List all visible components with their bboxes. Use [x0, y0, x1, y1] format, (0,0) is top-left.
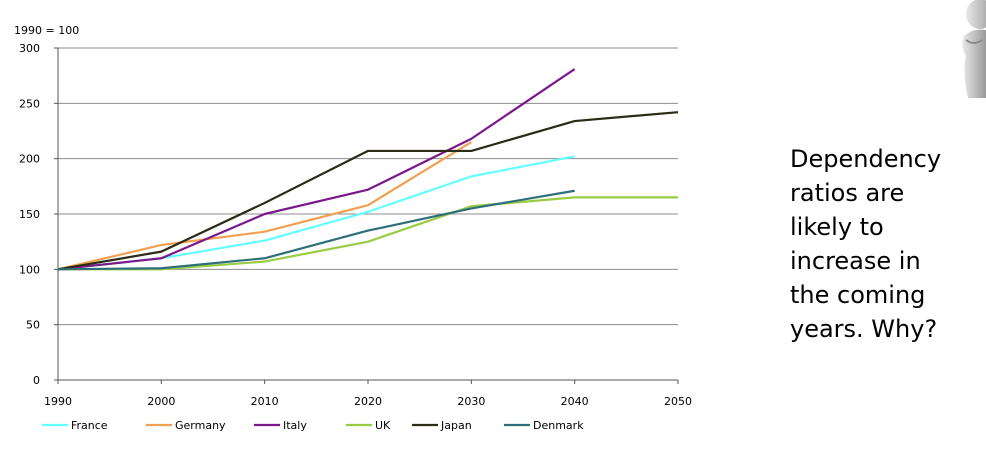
side-text-line-4: increase in — [790, 247, 921, 275]
side-text-line-2: ratios are — [790, 179, 905, 207]
legend-label-italy: Italy — [283, 419, 307, 432]
series-line-uk — [58, 196, 678, 271]
index-label: 1990 = 100 — [14, 24, 79, 37]
side-text-line-5: the coming — [790, 281, 926, 309]
y-tick-label-250: 250 — [19, 97, 40, 110]
x-tick-label-2030: 2030 — [457, 395, 485, 408]
x-tick-labels: 1990 2000 2010 2020 2030 2040 2050 — [44, 395, 692, 408]
legend-label-uk: UK — [375, 419, 391, 432]
legend-label-france: France — [71, 419, 108, 432]
side-text-line-6: years. Why? — [790, 315, 938, 343]
x-tick-label-2020: 2020 — [354, 395, 382, 408]
y-tick-label-100: 100 — [19, 263, 40, 276]
x-tick-label-2010: 2010 — [251, 395, 279, 408]
y-tick-labels: 0 50 100 150 200 250 300 — [19, 42, 40, 387]
x-tick-label-2040: 2040 — [561, 395, 589, 408]
grid-lines — [58, 47, 678, 326]
series-lines — [57, 68, 679, 271]
x-tick-label-1990: 1990 — [44, 395, 72, 408]
y-tick-label-300: 300 — [19, 42, 40, 55]
y-tick-label-0: 0 — [33, 374, 40, 387]
x-tick-label-2000: 2000 — [147, 395, 175, 408]
x-tick-label-2050: 2050 — [664, 395, 692, 408]
series-line-germany — [57, 141, 472, 271]
legend-label-denmark: Denmark — [533, 419, 584, 432]
legend-label-japan: Japan — [440, 419, 472, 432]
y-tick-label-50: 50 — [26, 319, 40, 332]
series-line-italy — [57, 68, 576, 271]
side-text-line-1: Dependency — [790, 145, 942, 173]
line-chart: 1990 = 100 0 50 100 150 200 250 300 1990 2000 20… — [14, 24, 692, 432]
side-text-line-3: likely to — [790, 213, 884, 241]
thinking-figure-image — [962, 0, 986, 98]
side-text: Dependency ratios are likely to increase… — [790, 142, 980, 346]
series-line-denmark — [57, 189, 575, 271]
legend: France Germany Italy UK Japan Denmark — [42, 419, 584, 432]
axes — [54, 47, 679, 384]
y-tick-label-200: 200 — [19, 153, 40, 166]
y-tick-label-150: 150 — [19, 208, 40, 221]
series-line-japan — [57, 111, 679, 271]
legend-label-germany: Germany — [175, 419, 226, 432]
